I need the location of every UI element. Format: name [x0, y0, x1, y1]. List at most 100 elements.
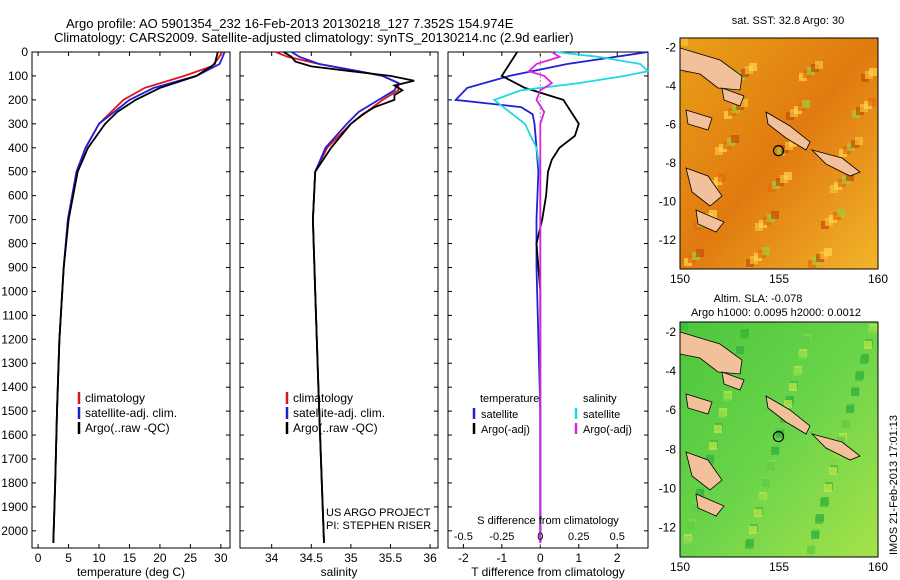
- argo-position-marker: [772, 431, 785, 443]
- map-pixel: [842, 420, 850, 428]
- y-tick-label: 1700: [1, 452, 28, 466]
- land-outline: [721, 371, 745, 391]
- map-y-tick-label: -4: [665, 79, 676, 93]
- series-line: [527, 51, 562, 543]
- legend-title-salinity: salinity: [583, 393, 617, 405]
- side-credit: IMOS 21-Feb-2013 17:01:13: [888, 414, 900, 555]
- land-layer: [680, 322, 877, 554]
- map-pixel: [784, 172, 792, 180]
- x-tick-label: 0: [537, 551, 544, 565]
- x-tick-label: 2: [614, 551, 621, 565]
- map-pixel: [802, 100, 810, 108]
- land-outline: [685, 393, 713, 415]
- y-tick-label: 1100: [2, 308, 28, 322]
- legend-label: climatology: [85, 391, 145, 405]
- sst-map: sat. SST: 32.8 Argo: 30 150 155 160 -2 -4 -6 -8…: [659, 15, 889, 286]
- series-line: [52, 51, 219, 543]
- map-pixel: [740, 99, 748, 107]
- map-pixel: [762, 479, 770, 487]
- map-title: Altim. SLA: -0.078: [714, 293, 803, 305]
- map-pixel: [837, 209, 845, 217]
- map-y-tick-label: -8: [665, 442, 676, 456]
- figure-title-line1: Argo profile: AO 5901354_232 16-Feb-2013…: [66, 16, 514, 31]
- y-tick-label: 300: [8, 117, 28, 131]
- map-pixel: [749, 63, 757, 71]
- map-pixel: [696, 249, 704, 257]
- map-pixel: [824, 248, 832, 256]
- map-x-tick-label: 155: [769, 272, 789, 286]
- map-pixel: [807, 546, 815, 554]
- y-tick-label: 1300: [1, 356, 28, 370]
- map-pixel: [846, 173, 854, 181]
- x-tick-label: 25: [184, 551, 198, 565]
- x-tick-label: 0: [35, 551, 42, 565]
- x-tick-label: 1: [575, 551, 582, 565]
- map-pixel: [793, 368, 801, 376]
- map-pixel: [745, 541, 753, 549]
- map-pixel: [731, 135, 739, 143]
- x-axis-label: T difference from climatology: [471, 565, 625, 579]
- x-tick-label: 5: [65, 551, 72, 565]
- figure-title-line2: Climatology: CARS2009. Satellite-adjuste…: [54, 30, 574, 45]
- legend-label: climatology: [293, 391, 353, 405]
- map-pixel: [714, 425, 722, 433]
- map-x-tick-label: 160: [868, 272, 888, 286]
- map-title: sat. SST: 32.8 Argo: 30: [732, 15, 845, 27]
- legend-label: satellite-adj. clim.: [85, 406, 177, 420]
- map-pixel: [692, 504, 700, 512]
- project-annotation: US ARGO PROJECT: [326, 507, 431, 519]
- map-pixel: [868, 98, 876, 106]
- legend-label: satellite: [583, 409, 620, 421]
- legend-label: Argo(..raw -QC): [85, 421, 170, 435]
- map-pixel: [718, 410, 726, 418]
- land-outline: [695, 493, 725, 517]
- profile-panel-difference: -2 -1 0 1 2T difference from climatology: [447, 51, 650, 579]
- land-outline: [685, 109, 713, 131]
- x-axis-label: temperature (deg C): [77, 565, 185, 579]
- y-tick-label: 1400: [1, 380, 28, 394]
- series-line: [283, 51, 415, 543]
- y-tick-label: 1000: [1, 284, 28, 298]
- y-tick-label: 1900: [1, 500, 28, 514]
- profile-panel-temperature: 0100200300400500600700800900100011001200…: [1, 45, 231, 579]
- x-axis-label: salinity: [321, 565, 358, 579]
- x-tick-label: 35: [344, 551, 358, 565]
- y-tick-label: 0: [21, 45, 28, 59]
- x-tick-label: 34: [265, 551, 279, 565]
- map-pixel: [815, 61, 823, 69]
- y-tick-label: 700: [8, 213, 28, 227]
- y-tick-label: 900: [8, 260, 28, 274]
- land-outline: [680, 47, 743, 91]
- map-y-tick-label: -12: [659, 233, 677, 247]
- y-tick-label: 1200: [1, 332, 28, 346]
- x-tick-label: 15: [123, 551, 137, 565]
- map-pixel: [869, 68, 877, 76]
- y-tick-label: 1500: [1, 404, 28, 418]
- land-outline: [685, 167, 723, 207]
- legend-label: Argo(-adj): [481, 424, 530, 436]
- map-pixel: [846, 405, 854, 413]
- map-pixel: [680, 38, 688, 46]
- panel-frame: [31, 51, 231, 549]
- x-tick-label: 36: [423, 551, 437, 565]
- y-tick-label: 400: [8, 141, 28, 155]
- difference-legend: temperature salinity satellite Argo(-adj) sa…: [454, 393, 632, 543]
- s-tick-label: 0.25: [568, 531, 589, 543]
- map-pixel: [771, 447, 779, 455]
- map-pixel: [680, 322, 688, 330]
- map-pixel: [754, 509, 762, 517]
- map-pixel: [798, 351, 806, 359]
- land-outline: [810, 149, 861, 177]
- y-tick-label: 200: [8, 93, 28, 107]
- map-pixel: [767, 462, 775, 470]
- map-pixel: [851, 388, 859, 396]
- map-pixel: [868, 326, 876, 334]
- map-y-tick-label: -12: [659, 521, 677, 535]
- map-x-tick-label: 150: [670, 272, 690, 286]
- map-pixel: [833, 452, 841, 460]
- s-tick-label: 0.5: [610, 531, 625, 543]
- map-y-tick-label: -10: [659, 195, 677, 209]
- profile-panel-salinity: 34 34.5 35 35.5 36 salinity: [239, 51, 439, 579]
- map-pixel: [855, 137, 863, 145]
